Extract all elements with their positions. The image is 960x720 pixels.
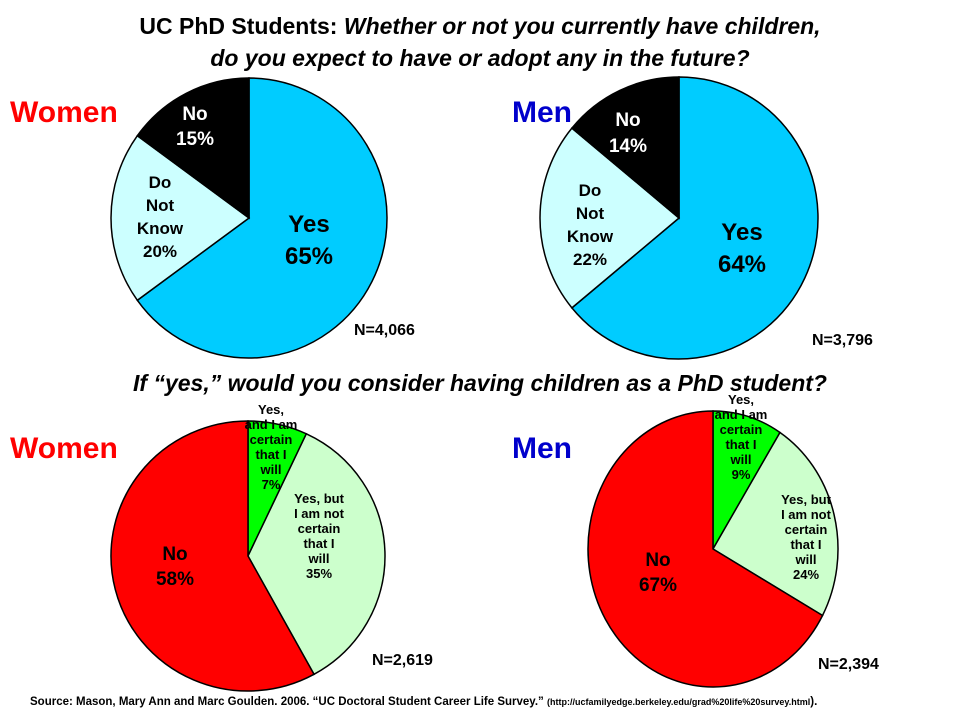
slice-label-line: Yes, but [294,491,345,506]
pie-slice-no [110,420,316,692]
slice-label-line: certain [298,521,341,536]
slice-label-line: No [615,110,640,131]
slice-label-line: 64% [718,251,766,278]
slice-label-line: Do [579,181,602,200]
slice-label: Do Not Know 22% [567,181,614,269]
slice-label-line: 9% [732,467,751,482]
slice-label-line: 67% [639,575,677,596]
slice-label-line: that I [255,447,286,462]
slice-label-line: Know [567,227,614,246]
slice-label-line: that I [790,537,821,552]
slice-label-line: Know [137,219,184,238]
pie-women-expect-children: Yes 65% Do Not Know 20% No 15% [110,77,388,359]
chart-subtitle: If “yes,” would you consider having chil… [133,370,827,396]
slice-label-line: and I am [245,417,298,432]
slice-label-line: certain [250,432,293,447]
title-question-2: do you expect to have or adopt any in th… [210,45,750,71]
title-line-1: UC PhD Students: Whether or not you curr… [0,10,960,42]
source-url: (http://ucfamilyedge.berkeley.edu/grad%2… [547,697,811,707]
slice-label-line: 58% [156,569,194,590]
slice-label-line: Yes, but [781,492,832,507]
slice-label-line: 24% [793,567,819,582]
group-label-men-top: Men [512,96,572,129]
pie-slice-no [587,410,824,688]
slice-label-line: that I [303,536,334,551]
source-end: ). [810,696,818,708]
slice-label-line: Not [576,204,605,223]
pie-slice-do [110,134,251,302]
group-label-women-bottom: Women [10,432,118,465]
title-prefix: UC PhD Students: [139,13,344,39]
pie-men-expect-children: Yes 64% Do Not Know 22% No 14% [539,76,819,360]
slice-label: Yes 64% [718,219,766,278]
group-label-women-top: Women [10,96,118,129]
slice-label-line: 14% [609,136,647,157]
slice-label-line: Yes, [728,392,754,407]
slice-label-line: 20% [143,242,177,261]
n-label-men-top: N=3,796 [812,332,873,349]
source-text: Source: Mason, Mary Ann and Marc Goulden… [30,696,544,708]
slice-label-line: Yes, [258,402,284,417]
slice-label-line: 15% [176,129,214,150]
title-question-1: Whether or not you currently have childr… [343,13,821,39]
slice-label-line: Yes [721,219,762,246]
slice-label: Do Not Know 20% [137,173,184,261]
slice-label: No 15% [176,104,214,150]
source-citation: Source: Mason, Mary Ann and Marc Goulden… [30,696,950,708]
slice-label-line: I am not [781,507,832,522]
n-label-women-bottom: N=2,619 [372,652,433,669]
slice-label-line: certain [720,422,763,437]
pie-slice-yes [136,77,388,359]
slice-label-line: No [182,104,207,125]
slice-label-line: 7% [262,477,281,492]
slice-label-line: 35% [306,566,332,581]
slice-label-line: will [308,551,330,566]
slice-label-line: certain [785,522,828,537]
slice-label-line: Yes [288,211,329,238]
slice-label: No 14% [609,110,647,157]
slice-label-line: Do [149,173,172,192]
pie-slice-yes-but [711,431,839,617]
slice-label-line: will [730,452,752,467]
pie-slice-yes [570,76,819,360]
slice-label-line: will [795,552,817,567]
slice-label-line: 65% [285,243,333,270]
pie-slice-no [136,77,250,220]
slice-label-line: No [645,550,670,571]
slice-label-line: that I [725,437,756,452]
slice-label-line: will [260,462,282,477]
slice-label: No 58% [156,544,194,590]
pie-slice-yes-but [247,432,386,676]
slice-label-line: No [162,544,187,565]
slice-label-line: and I am [715,407,768,422]
group-label-men-bottom: Men [512,432,572,465]
pie-slice-no [570,76,680,220]
slice-label-line: I am not [294,506,345,521]
slice-label-line: Not [146,196,175,215]
slice-label-line: 22% [573,250,607,269]
n-label-women-top: N=4,066 [354,322,415,339]
slice-label: No 67% [639,550,677,596]
slice-label: Yes 65% [285,211,333,270]
n-label-men-bottom: N=2,394 [818,656,879,673]
pie-slice-do [539,127,681,309]
chart-title: UC PhD Students: Whether or not you curr… [0,10,960,74]
